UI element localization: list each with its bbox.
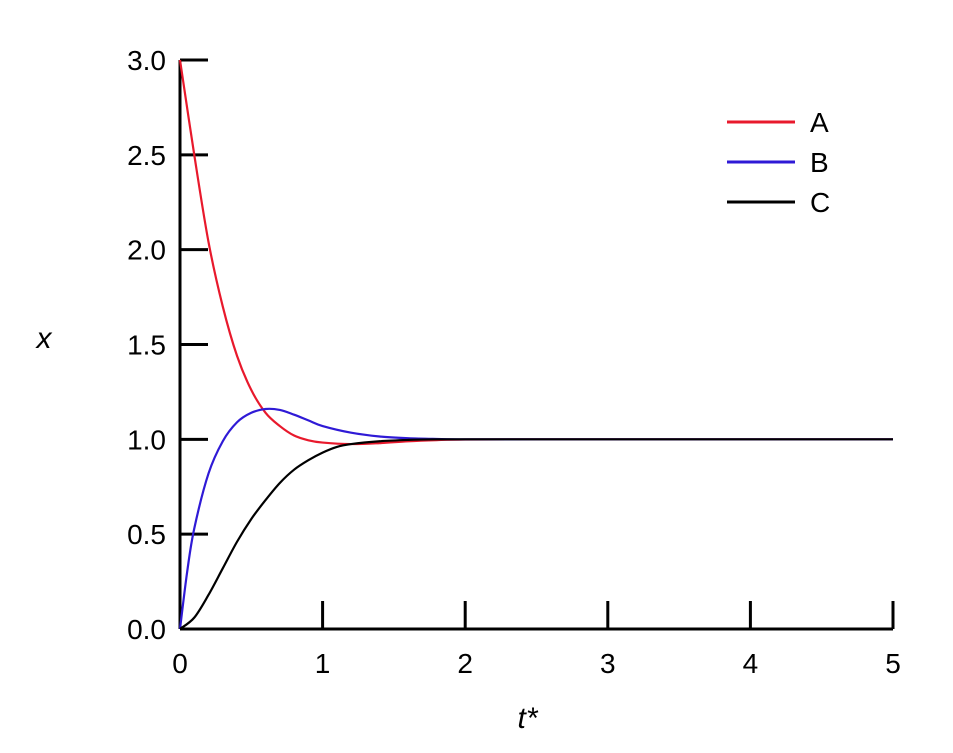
legend-label-b: B (810, 147, 829, 178)
x-tick-label: 2 (457, 648, 473, 679)
y-tick-label: 0.5 (127, 519, 166, 550)
legend: ABC (727, 107, 830, 218)
x-tick-label: 0 (172, 648, 188, 679)
axes (178, 60, 893, 631)
series-group (178, 59, 893, 630)
legend-label-a: A (810, 107, 829, 138)
y-tick-label: 1.5 (127, 330, 166, 361)
x-axis-title: t* (517, 702, 538, 735)
y-tick-label: 2.0 (127, 235, 166, 266)
y-tick-label: 3.0 (127, 45, 166, 76)
series-line-c (179, 438, 893, 630)
series-line-b (178, 407, 893, 630)
x-tick-label: 3 (600, 648, 616, 679)
x-ticks: 0 1 2 3 4 5 (172, 601, 901, 679)
y-tick-label: 0.0 (127, 614, 166, 645)
legend-label-c: C (810, 187, 830, 218)
series-line-a (178, 59, 893, 446)
x-tick-label: 5 (885, 648, 901, 679)
y-tick-label: 2.5 (127, 140, 166, 171)
y-ticks: 0.0 0.5 1.0 1.5 2.0 2.5 3.0 (127, 45, 208, 645)
y-tick-label: 1.0 (127, 424, 166, 455)
y-axis-title: x (35, 322, 53, 355)
x-tick-label: 1 (315, 648, 331, 679)
x-tick-label: 4 (743, 648, 759, 679)
